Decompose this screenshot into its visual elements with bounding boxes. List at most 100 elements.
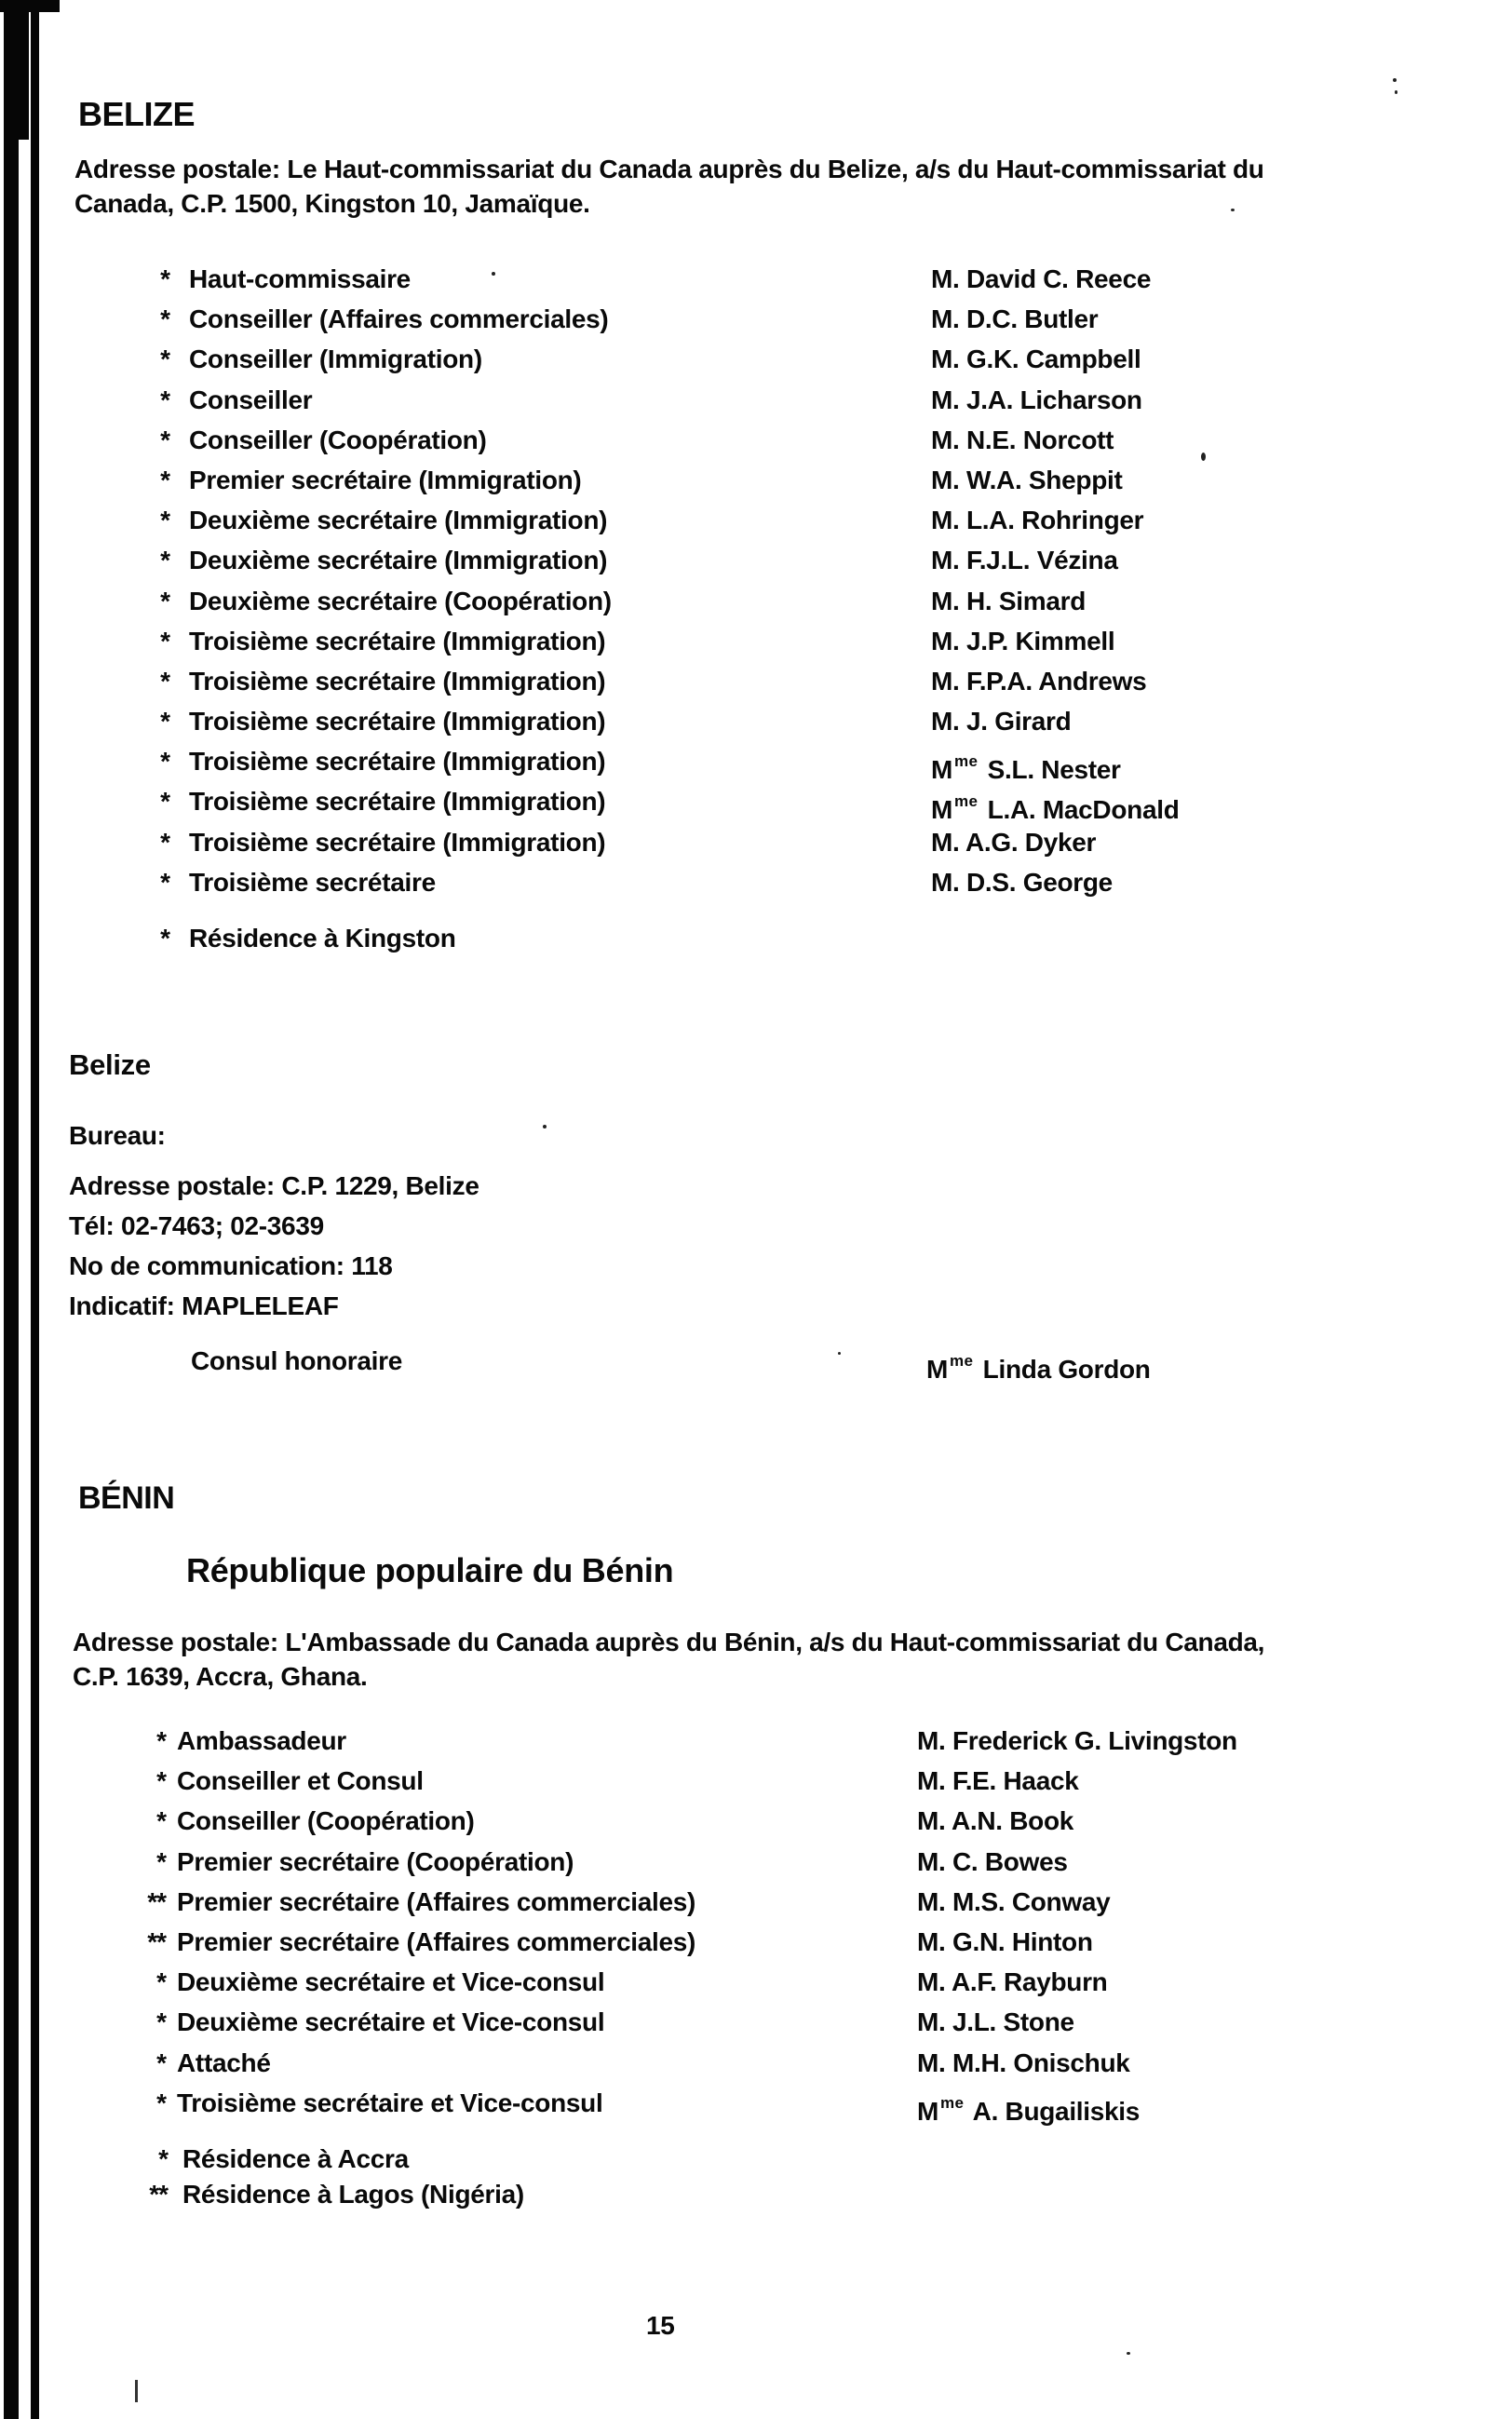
asterisk-marker: *: [156, 2007, 167, 2037]
asterisk-marker: *: [160, 304, 170, 334]
position-label: Troisième secrétaire (Immigration): [189, 787, 606, 817]
asterisk-marker: *: [160, 626, 170, 655]
staff-row: * Premier secrétaire (Immigration) M. W.…: [0, 460, 1512, 500]
scan-speck: [1201, 453, 1206, 461]
benin-staff-list: * Ambassadeur M. Frederick G. Livingston…: [0, 1721, 1512, 2126]
staff-row: * Troisième secrétaire (Immigration) M. …: [0, 701, 1512, 741]
bureau-label: Bureau:: [69, 1121, 166, 1150]
asterisk-marker: *: [160, 345, 170, 374]
staff-row: * Troisième secrétaire M. D.S. George: [0, 862, 1512, 902]
position-label: Deuxième secrétaire (Immigration): [189, 546, 608, 575]
staff-row: * Troisième secrétaire (Immigration) M. …: [0, 661, 1512, 701]
position-label: Deuxième secrétaire et Vice-consul: [177, 2007, 605, 2037]
asterisk-marker: *: [160, 506, 170, 535]
scan-speck: [492, 272, 495, 276]
benin-section-title: BÉNIN: [78, 1480, 175, 1516]
benin-postal-address: Adresse postale: L'Ambassade du Canada a…: [73, 1625, 1264, 1694]
position-label: Premier secrétaire (Coopération): [177, 1846, 574, 1876]
staff-row: * Conseiller (Coopération) M. A.N. Book: [0, 1801, 1512, 1841]
belize-postal-address: Adresse postale: Le Haut-commissariat du…: [74, 152, 1264, 221]
officer-name: M. D.C. Butler: [931, 304, 1099, 334]
staff-row: * Troisième secrétaire (Immigration) M. …: [0, 822, 1512, 862]
bureau-details: Adresse postale: C.P. 1229, Belize Tél: …: [69, 1166, 479, 1326]
asterisk-marker: *: [160, 385, 170, 414]
honorific-superscript: me: [954, 792, 979, 811]
officer-name: M. F.P.A. Andrews: [931, 666, 1147, 696]
position-label: Conseiller (Immigration): [189, 345, 482, 374]
honorific-superscript: me: [940, 2093, 965, 2112]
position-label: Conseiller (Coopération): [177, 1806, 475, 1836]
position-label: Premier secrétaire (Affaires commerciale…: [177, 1886, 696, 1916]
staff-row: ** Premier secrétaire (Affaires commerci…: [0, 1922, 1512, 1962]
position-label: Ambassadeur: [177, 1726, 346, 1755]
staff-row: * Premier secrétaire (Coopération) M. C.…: [0, 1842, 1512, 1882]
footnote-text: Résidence à Lagos (Nigéria): [182, 2180, 524, 2209]
officer-name: M. L.A. Rohringer: [931, 506, 1144, 535]
asterisk-marker: *: [156, 2047, 167, 2077]
position-label: Deuxième secrétaire (Immigration): [189, 506, 608, 535]
bureau-address: Adresse postale: C.P. 1229, Belize: [69, 1171, 479, 1200]
belize-residence-note: * Résidence à Kingston: [0, 918, 1512, 958]
honorific-superscript: me: [950, 1352, 974, 1370]
officer-name: M. Frederick G. Livingston: [917, 1726, 1237, 1755]
position-label: Troisième secrétaire (Immigration): [189, 626, 606, 655]
officer-name: M. F.E. Haack: [917, 1766, 1079, 1796]
officer-name: M. M.S. Conway: [917, 1886, 1111, 1916]
position-label: Conseiller (Affaires commerciales): [189, 304, 609, 334]
asterisk-marker: *: [160, 787, 170, 817]
officer-name: M. M.H. Onischuk: [917, 2047, 1130, 2077]
bureau-callsign: Indicatif: MAPLELEAF: [69, 1291, 339, 1320]
staff-row: * Deuxième secrétaire (Coopération) M. H…: [0, 581, 1512, 621]
asterisk-marker: *: [158, 2144, 169, 2173]
asterisk-marker: *: [160, 465, 170, 494]
asterisk-marker: *: [160, 264, 170, 293]
scan-binding-bar: [4, 0, 19, 2419]
benin-footnotes: * Résidence à Accra ** Résidence à Lagos…: [0, 2142, 1512, 2212]
officer-name: M. D.S. George: [931, 867, 1113, 897]
asterisk-marker: **: [147, 1886, 167, 1916]
asterisk-marker: *: [156, 2088, 167, 2117]
staff-row: * Attaché M. M.H. Onischuk: [0, 2043, 1512, 2083]
asterisk-marker: *: [156, 1806, 167, 1836]
staff-row: * Conseiller (Immigration) M. G.K. Campb…: [0, 339, 1512, 379]
residence-text: Résidence à Kingston: [189, 924, 456, 953]
residence-row: * Résidence à Kingston: [0, 918, 1512, 958]
asterisk-marker: *: [160, 867, 170, 897]
asterisk-marker: *: [156, 1967, 167, 1997]
staff-row: * Ambassadeur M. Frederick G. Livingston: [0, 1721, 1512, 1761]
position-label: Deuxième secrétaire et Vice-consul: [177, 1967, 605, 1997]
officer-name: M. C. Bowes: [917, 1846, 1068, 1876]
officer-name: M. A.G. Dyker: [931, 827, 1097, 857]
officer-name: M. J.A. Licharson: [931, 385, 1142, 414]
belize-section-title: BELIZE: [78, 95, 196, 133]
bureau-communication-number: No de communication: 118: [69, 1251, 393, 1280]
scan-speck: [1127, 2352, 1130, 2355]
staff-row: * Deuxième secrétaire (Immigration) M. L…: [0, 500, 1512, 540]
asterisk-marker: **: [147, 1926, 167, 1956]
asterisk-marker: *: [156, 1846, 167, 1876]
belize-bureau-title: Belize: [69, 1048, 151, 1081]
position-label: Premier secrétaire (Immigration): [189, 465, 582, 494]
officer-name: M. A.N. Book: [917, 1806, 1074, 1836]
asterisk-marker: *: [160, 707, 170, 737]
staff-row: * Deuxième secrétaire et Vice-consul M. …: [0, 2002, 1512, 2042]
staff-row: ** Premier secrétaire (Affaires commerci…: [0, 1882, 1512, 1922]
officer-name: M. G.K. Campbell: [931, 345, 1141, 374]
staff-row: * Conseiller (Affaires commerciales) M. …: [0, 299, 1512, 339]
footnote-text: Résidence à Accra: [182, 2144, 409, 2173]
officer-name: M. J.L. Stone: [917, 2007, 1074, 2037]
staff-row: * Conseiller (Coopération) M. N.E. Norco…: [0, 420, 1512, 460]
asterisk-marker: *: [156, 1726, 167, 1755]
scan-binding-bar: [31, 0, 39, 2419]
benin-subtitle: République populaire du Bénin: [186, 1551, 674, 1589]
officer-name: M. W.A. Sheppit: [931, 465, 1123, 494]
position-label: Deuxième secrétaire (Coopération): [189, 586, 612, 615]
